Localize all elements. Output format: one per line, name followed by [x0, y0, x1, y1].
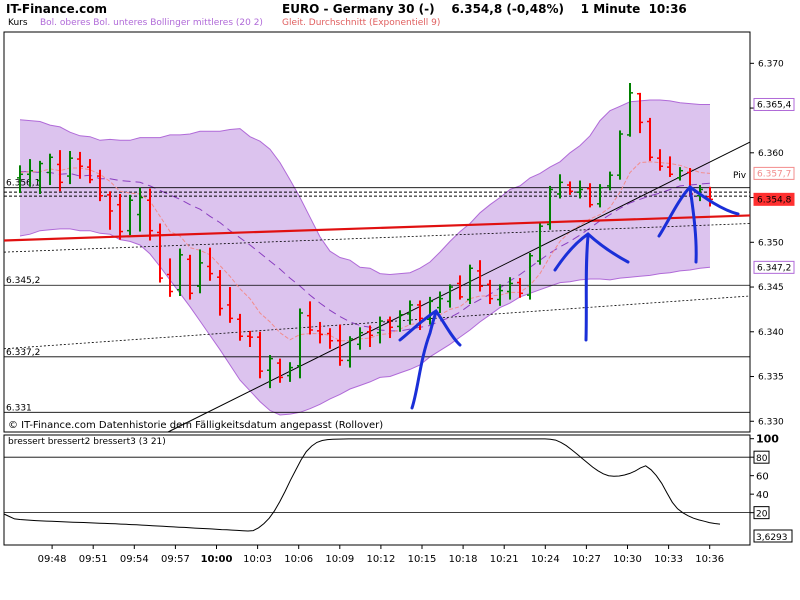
- level-label: 6.345,2: [6, 276, 40, 286]
- x-tick-label: 10:03: [243, 554, 272, 565]
- x-tick-label: 10:00: [201, 554, 233, 565]
- x-tick-label: 10:36: [695, 554, 724, 565]
- price-tag-box: [753, 97, 795, 111]
- bollinger-lower-line: [19, 228, 711, 416]
- bollinger-upper-line: [19, 99, 710, 276]
- price-tag-label: 6.357,7: [757, 169, 791, 179]
- indicator-last-tag-label: 3,6293: [756, 533, 788, 543]
- x-tick-label: 10:06: [284, 554, 313, 565]
- indicator-tag-label: 80: [756, 454, 768, 464]
- indicator-y-label: 40: [756, 490, 769, 501]
- price-tag-box: [753, 260, 795, 274]
- x-tick-label: 10:12: [366, 554, 395, 565]
- level-label: 6.337,2: [6, 348, 40, 358]
- ema-line: [19, 161, 711, 342]
- x-tick-label: 10:24: [531, 554, 560, 565]
- time-label: 10:36: [648, 2, 687, 16]
- brand-title: IT-Finance.com: [6, 2, 108, 16]
- indicator-legend: bressert bressert2 bressert3 (3 21): [8, 437, 166, 447]
- bollinger-legend: Bol. oberes Bol. unteres Bollinger mittl…: [40, 18, 263, 28]
- hand-drawn-arrow: [398, 308, 462, 347]
- indicator-tag-label: 20: [756, 510, 768, 520]
- x-tick-label: 09:51: [79, 554, 108, 565]
- indicator-last-tag-box: [753, 529, 793, 543]
- x-tick-label: 10:09: [325, 554, 354, 565]
- instrument-name: EURO - Germany 30 (-): [282, 2, 435, 16]
- price-legend: Kurs: [8, 18, 28, 28]
- bollinger-middle-line: [20, 171, 711, 332]
- x-tick-label: 10:18: [449, 554, 478, 565]
- hand-drawn-arrow: [410, 310, 438, 410]
- hand-drawn-arrow: [553, 232, 630, 272]
- dotted-trend-line: [3, 223, 751, 253]
- indicator-y-label: 60: [756, 472, 769, 483]
- y-tick-label: 6.330: [758, 417, 784, 427]
- price-tag-box: [753, 192, 795, 206]
- support-trend-line: [3, 214, 751, 242]
- dotted-trend-line: [3, 295, 751, 350]
- ema-legend: Gleit. Durchschnitt (Exponentiell 9): [282, 18, 441, 28]
- hand-drawn-arrow: [688, 186, 698, 264]
- y-tick-label: 6.360: [758, 149, 784, 159]
- x-tick-label: 10:27: [572, 554, 601, 565]
- bollinger-band-fill: [20, 100, 710, 415]
- x-tick-label: 10:21: [490, 554, 519, 565]
- indicator-tag-box: [753, 450, 770, 464]
- y-tick-label: 6.345: [758, 283, 784, 293]
- interval-label: 1 Minute: [580, 2, 641, 16]
- price-tag-label: 6.365,4: [757, 100, 792, 110]
- hand-drawn-arrow: [657, 184, 740, 238]
- indicator-line: [3, 438, 721, 532]
- y-tick-label: 6.340: [758, 328, 784, 338]
- chart-title: EURO - Germany 30 (-) 6.354,8 (-0,48%) 1…: [282, 2, 687, 18]
- pivot-label: Piv: [733, 171, 747, 181]
- indicator-panel-frame: [3, 434, 751, 546]
- x-tick-label: 10:30: [613, 554, 642, 565]
- price-tag-box: [753, 166, 795, 180]
- y-tick-label: 6.350: [758, 238, 784, 248]
- x-tick-label: 10:15: [408, 554, 437, 565]
- footer-note: © IT-Finance.com Datenhistorie dem Fälli…: [8, 420, 384, 431]
- indicator-tag-box: [753, 506, 770, 520]
- price-tag-label: 6.347,2: [757, 263, 791, 273]
- x-tick-label: 10:33: [654, 554, 683, 565]
- level-label: 6.356,1: [6, 179, 40, 189]
- price-tag-label: 6.354,8: [757, 195, 792, 205]
- level-label: 6.331: [6, 403, 32, 413]
- y-tick-label: 6.370: [758, 59, 784, 69]
- indicator-y-label: 100: [756, 433, 779, 446]
- x-tick-label: 09:54: [120, 554, 149, 565]
- hand-drawn-arrow: [584, 234, 590, 342]
- y-tick-label: 6.335: [758, 373, 784, 383]
- x-tick-label: 09:48: [38, 554, 67, 565]
- quote-value: 6.354,8 (-0,48%): [451, 2, 564, 16]
- x-tick-label: 09:57: [161, 554, 190, 565]
